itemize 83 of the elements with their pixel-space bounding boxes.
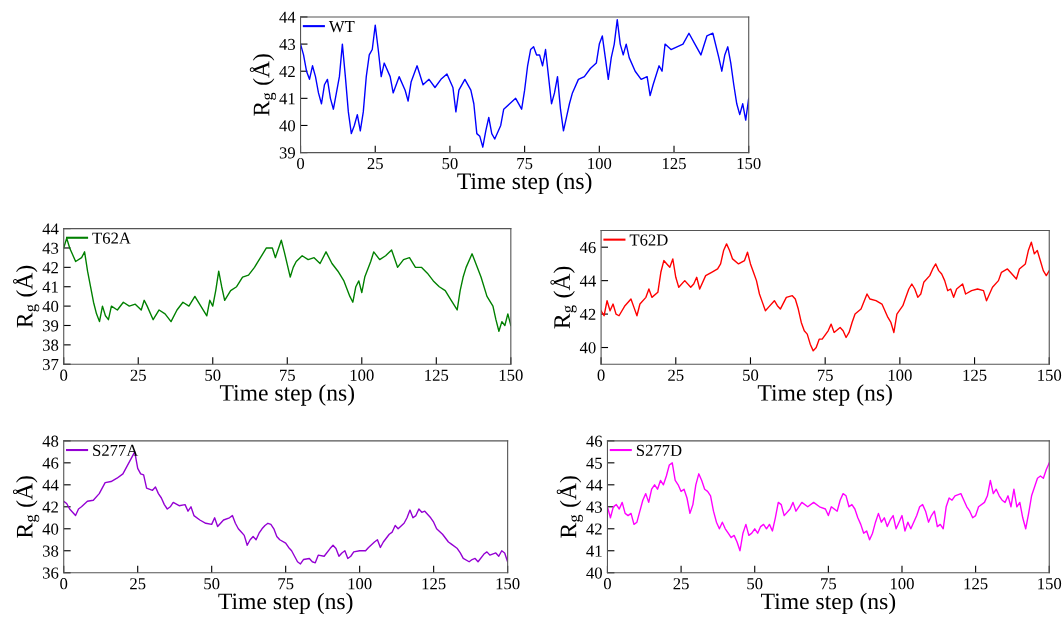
x-axis-title: Time step (ns): [218, 592, 353, 615]
x-axis-title: Time step (ns): [219, 384, 355, 406]
legend-label: S277D: [636, 444, 682, 457]
y-tick-label: 45: [586, 457, 602, 469]
y-tick-label: 38: [42, 339, 59, 351]
y-axis-title: R$_{g}$ (Å): [556, 476, 583, 538]
x-tick-label: 75: [517, 158, 533, 170]
x-tick-label: 50: [204, 578, 220, 590]
x-tick-label: 150: [737, 157, 761, 170]
y-tick-label: 43: [586, 501, 602, 513]
y-tick-label: 48: [42, 435, 59, 447]
x-tick-label: 75: [280, 369, 295, 381]
y-tick-label: 43: [279, 38, 296, 51]
x-tick-label: 100: [888, 369, 912, 381]
x-tick-label: 75: [817, 369, 833, 381]
y-tick-label: 42: [42, 501, 58, 513]
y-tick-label: 46: [579, 241, 596, 254]
x-tick-label: 75: [278, 578, 294, 590]
y-tick-label: 42: [42, 262, 58, 274]
x-tick-label: 125: [662, 157, 686, 170]
y-tick-label: 38: [42, 545, 59, 557]
y-tick-label: 41: [279, 93, 295, 105]
y-tick-label: 42: [279, 65, 295, 77]
y-tick-label: 46: [42, 457, 59, 469]
y-tick-label: 40: [279, 120, 296, 132]
y-tick-label: 40: [586, 567, 602, 579]
x-tick-label: 25: [668, 369, 684, 381]
y-tick-label: 40: [42, 523, 59, 535]
x-tick-label: 0: [297, 157, 305, 170]
y-axis-title: R$_{g}$ (Å): [550, 266, 577, 329]
y-tick-label: 41: [586, 545, 602, 557]
legend-label: T62A: [92, 232, 131, 244]
y-tick-label: 42: [586, 523, 602, 535]
y-tick-label: 44: [42, 479, 59, 491]
x-tick-label: 0: [597, 369, 605, 381]
y-tick-label: 40: [579, 342, 596, 354]
x-tick-label: 100: [588, 157, 612, 170]
legend-label: S277A: [93, 444, 139, 457]
y-tick-label: 44: [586, 479, 603, 491]
x-tick-label: 25: [130, 578, 146, 590]
y-tick-label: 40: [42, 300, 59, 313]
x-tick-label: 50: [205, 369, 221, 381]
x-axis-title: Time step (ns): [457, 172, 592, 194]
y-tick-label: 36: [42, 567, 59, 579]
y-axis-title: R$_{g}$ (Å): [12, 265, 40, 328]
x-tick-label: 0: [60, 578, 68, 590]
y-tick-label: 39: [42, 320, 59, 332]
y-tick-label: 39: [279, 147, 295, 159]
y-tick-label: 46: [586, 435, 603, 447]
x-tick-label: 125: [964, 578, 988, 590]
x-tick-label: 125: [425, 369, 449, 381]
y-axis-title: R$_{g}$ (Å): [249, 54, 277, 116]
y-tick-label: 44: [579, 275, 596, 287]
line-series: [607, 462, 1050, 552]
y-tick-label: 42: [579, 308, 596, 320]
x-tick-label: 25: [130, 369, 146, 381]
y-tick-label: 44: [279, 11, 296, 23]
y-tick-label: 43: [42, 242, 59, 254]
x-tick-label: 100: [350, 369, 374, 381]
x-tick-label: 100: [348, 578, 372, 590]
x-tick-label: 50: [747, 578, 763, 590]
x-tick-label: 75: [821, 578, 837, 590]
legend-label: T62D: [629, 234, 668, 246]
x-tick-label: 150: [1038, 578, 1062, 590]
x-tick-label: 50: [743, 369, 759, 381]
x-tick-label: 100: [890, 578, 914, 590]
y-tick-label: 41: [42, 281, 58, 293]
y-tick-label: 37: [42, 358, 59, 371]
x-tick-label: 150: [499, 369, 523, 381]
y-tick-label: 44: [42, 223, 59, 235]
x-tick-label: 125: [963, 369, 987, 381]
x-tick-label: 150: [496, 578, 520, 590]
x-tick-label: 0: [60, 369, 68, 381]
x-axis-title: Time step (ns): [757, 384, 892, 406]
legend-label: WT: [328, 21, 355, 33]
x-tick-label: 0: [603, 578, 611, 590]
x-tick-label: 25: [673, 578, 689, 590]
x-tick-label: 50: [442, 157, 458, 170]
x-tick-label: 25: [367, 157, 383, 170]
y-axis-title: R$_{g}$ (Å): [12, 476, 40, 538]
x-tick-label: 150: [1038, 369, 1062, 381]
x-axis-title: Time step (ns): [761, 592, 896, 615]
x-tick-label: 125: [422, 578, 446, 590]
